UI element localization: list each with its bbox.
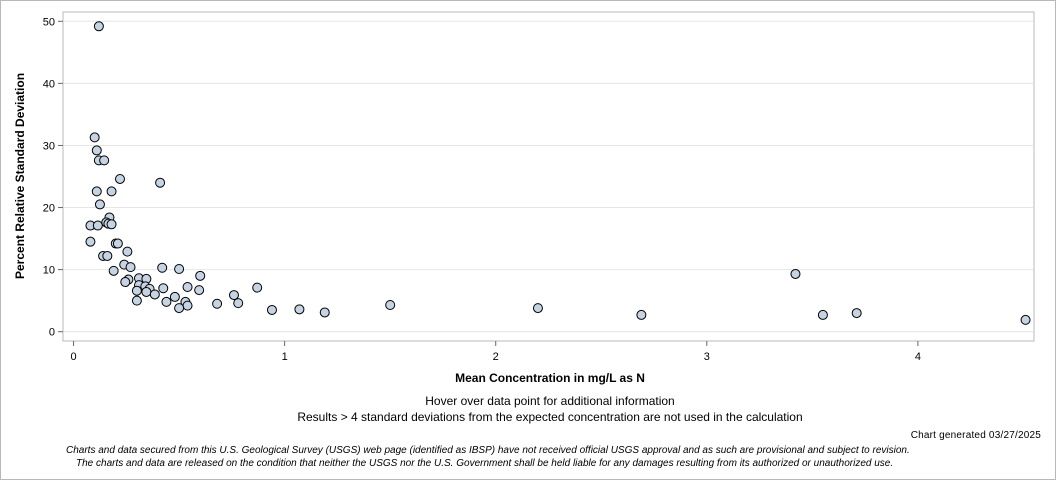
generated-date: Chart generated 03/27/2025 [910, 430, 1041, 441]
x-tick-label: 4 [915, 351, 921, 363]
data-point[interactable] [91, 186, 102, 197]
disclaimer-line-2: The charts and data are released on the … [76, 458, 894, 469]
data-point[interactable] [131, 295, 142, 306]
data-point[interactable] [122, 246, 133, 257]
data-point[interactable] [233, 298, 244, 309]
data-point[interactable] [99, 155, 110, 166]
data-point[interactable] [149, 289, 160, 300]
y-tick-label: 30 [43, 140, 55, 152]
y-tick-label: 0 [49, 327, 55, 339]
data-point[interactable] [817, 309, 828, 320]
y-tick-label: 40 [43, 78, 55, 90]
data-point[interactable] [385, 299, 396, 310]
disclaimer-line-1: Charts and data secured from this U.S. G… [66, 445, 910, 456]
data-point[interactable] [85, 236, 96, 247]
data-point[interactable] [212, 298, 223, 309]
data-point[interactable] [169, 291, 180, 302]
x-tick-label: 1 [282, 351, 288, 363]
data-point[interactable] [174, 263, 185, 274]
data-point[interactable] [294, 304, 305, 315]
data-point[interactable] [182, 300, 193, 311]
data-point[interactable] [228, 290, 239, 301]
data-point[interactable] [108, 265, 119, 276]
data-point[interactable] [194, 285, 205, 296]
data-point[interactable] [102, 250, 113, 261]
data-point[interactable] [182, 281, 193, 292]
data-point[interactable] [120, 277, 131, 288]
data-point[interactable] [790, 268, 801, 279]
y-tick-label: 10 [43, 265, 55, 277]
data-point[interactable] [532, 303, 543, 314]
data-point[interactable] [161, 296, 172, 307]
data-point[interactable] [141, 286, 152, 297]
data-point[interactable] [114, 173, 125, 184]
axes: 0 10 20 30 40 50 0 1 2 3 4 [43, 16, 921, 363]
data-point[interactable] [157, 262, 168, 273]
data-point[interactable] [266, 304, 277, 315]
data-point[interactable] [195, 270, 206, 281]
data-point[interactable] [91, 145, 102, 156]
x-axis-title: Mean Concentration in mg/L as N [455, 371, 645, 385]
data-point[interactable] [131, 285, 142, 296]
data-point[interactable] [158, 283, 169, 294]
data-point[interactable] [92, 220, 103, 231]
data-point[interactable] [851, 308, 862, 319]
data-point[interactable] [125, 262, 136, 273]
exclusion-note: Results > 4 standard deviations from the… [297, 410, 803, 424]
data-point[interactable] [1020, 314, 1031, 325]
y-tick-label: 50 [43, 16, 55, 28]
data-point[interactable] [252, 282, 263, 293]
x-tick-label: 3 [704, 351, 710, 363]
data-point[interactable] [94, 199, 105, 210]
gridlines [64, 20, 1033, 333]
data-point[interactable] [174, 303, 185, 314]
plot-area [62, 11, 1035, 342]
data-point[interactable] [112, 238, 123, 249]
data-point[interactable] [155, 177, 166, 188]
x-tick-label: 0 [70, 351, 76, 363]
data-point[interactable] [106, 186, 117, 197]
data-point[interactable] [106, 219, 117, 230]
y-axis-title: Percent Relative Standard Deviation [13, 73, 27, 279]
data-point[interactable] [319, 307, 330, 318]
data-points [85, 21, 1031, 325]
x-tick-label: 2 [493, 351, 499, 363]
hover-instruction: Hover over data point for additional inf… [425, 394, 675, 408]
y-tick-label: 20 [43, 203, 55, 215]
data-point[interactable] [636, 309, 647, 320]
data-point[interactable] [93, 21, 104, 32]
data-point[interactable] [89, 132, 100, 143]
